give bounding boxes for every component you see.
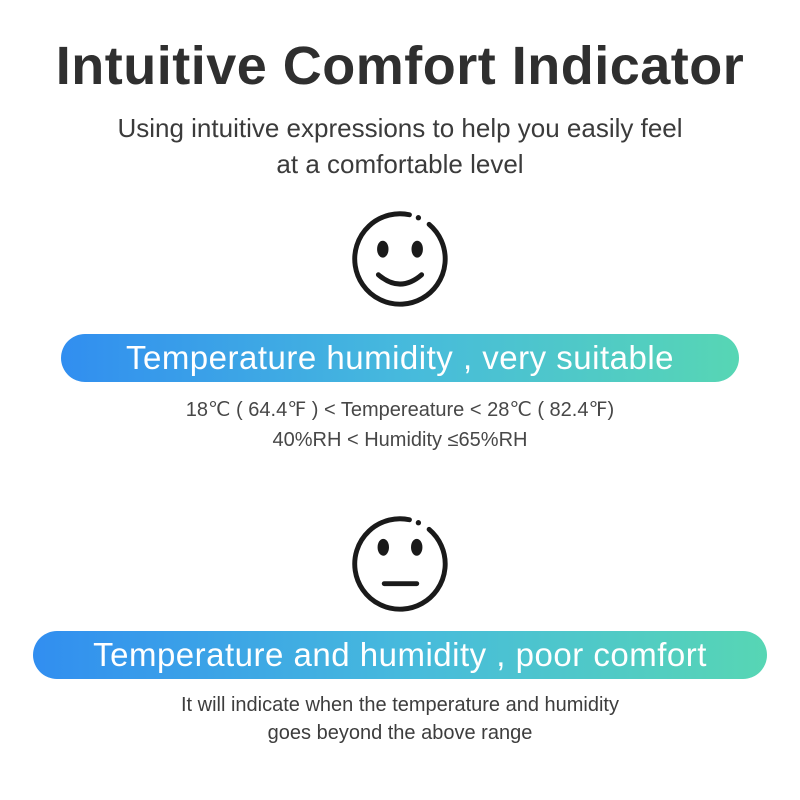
- discomfort-note: It will indicate when the temperature an…: [181, 691, 619, 747]
- comfort-banner: Temperature humidity , very suitable: [61, 334, 739, 382]
- subtitle-line-2: at a comfortable level: [276, 149, 524, 179]
- comfort-range-text: 18℃ ( 64.4℉ ) < Tempereature < 28℃ ( 82.…: [186, 395, 614, 455]
- page-subtitle: Using intuitive expressions to help you …: [117, 110, 682, 182]
- temperature-range: 18℃ ( 64.4℉ ) < Tempereature < 28℃ ( 82.…: [185, 399, 615, 421]
- comfort-face-container: [341, 200, 459, 318]
- discomfort-banner: Temperature and humidity , poor comfort: [33, 631, 767, 679]
- note-line-1: It will indicate when the temperature an…: [180, 694, 619, 716]
- note-line-2: goes beyond the above range: [267, 722, 533, 744]
- happy-smiley-face-icon: [352, 211, 448, 307]
- page-title: Intuitive Comfort Indicator: [55, 36, 745, 96]
- humidity-range: 40%RH < Humidity ≤65%RH: [272, 429, 528, 451]
- discomfort-face-container: [341, 505, 459, 623]
- neutral-smiley-face-icon: [352, 516, 448, 612]
- subtitle-line-1: Using intuitive expressions to help you …: [117, 113, 683, 143]
